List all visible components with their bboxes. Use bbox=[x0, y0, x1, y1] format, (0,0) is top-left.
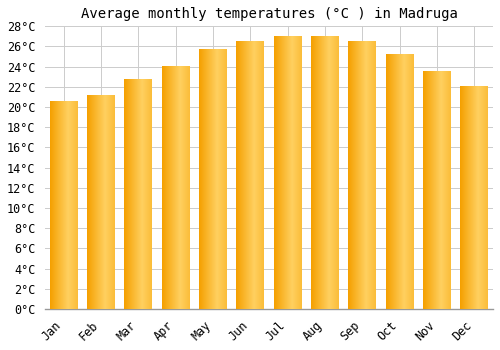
Title: Average monthly temperatures (°C ) in Madruga: Average monthly temperatures (°C ) in Ma… bbox=[80, 7, 458, 21]
